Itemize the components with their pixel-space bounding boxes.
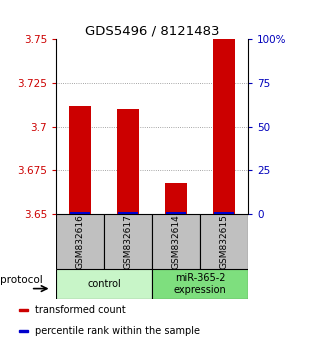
Bar: [152, 214, 200, 269]
Bar: [213, 39, 235, 214]
Bar: [117, 109, 139, 214]
Bar: [104, 214, 152, 269]
Text: protocol: protocol: [0, 275, 43, 285]
Text: GSM832616: GSM832616: [76, 214, 84, 269]
Text: miR-365-2
expression: miR-365-2 expression: [174, 273, 226, 295]
Bar: [56, 214, 104, 269]
Text: GSM832617: GSM832617: [124, 214, 132, 269]
Title: GDS5496 / 8121483: GDS5496 / 8121483: [85, 25, 219, 38]
Bar: [165, 183, 187, 214]
Bar: [118, 212, 138, 214]
Text: transformed count: transformed count: [36, 305, 126, 315]
Text: GSM832615: GSM832615: [220, 214, 228, 269]
Text: control: control: [87, 279, 121, 289]
Bar: [200, 214, 248, 269]
Bar: [70, 212, 90, 214]
Bar: [69, 105, 91, 214]
Bar: [56, 269, 152, 299]
Bar: [19, 330, 28, 332]
Bar: [166, 212, 186, 214]
Text: percentile rank within the sample: percentile rank within the sample: [36, 326, 200, 336]
Text: GSM832614: GSM832614: [172, 214, 180, 269]
Bar: [214, 212, 234, 214]
Bar: [19, 309, 28, 311]
Bar: [152, 269, 248, 299]
